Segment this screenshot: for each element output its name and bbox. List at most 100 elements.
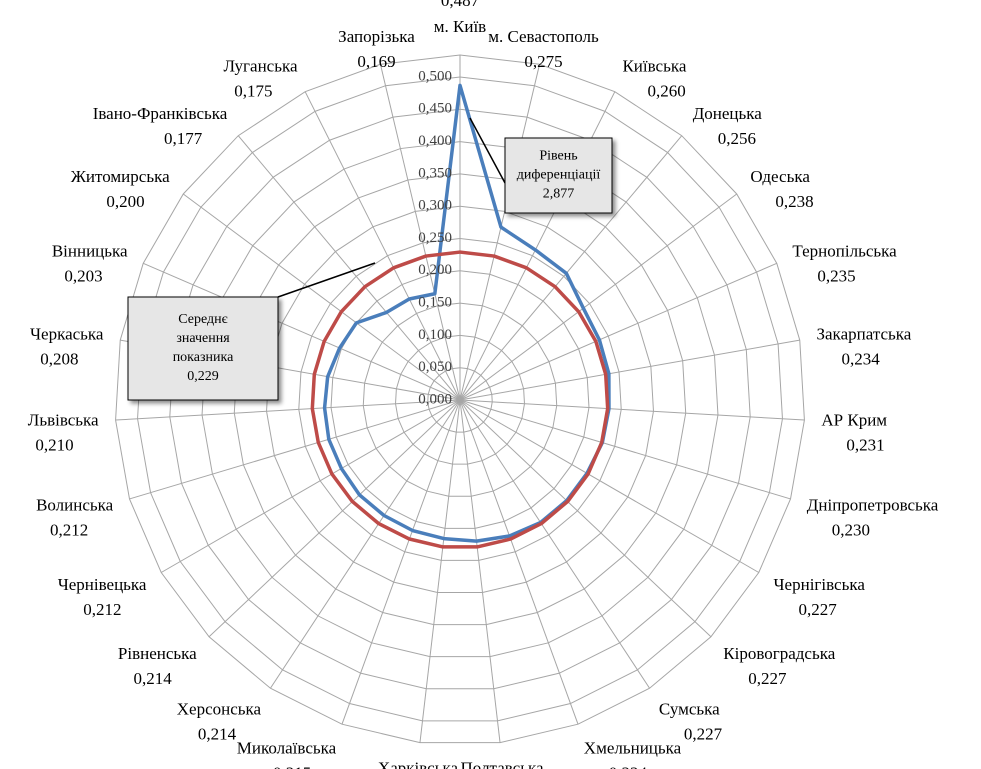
- category-label: Донецька: [693, 104, 763, 123]
- value-label: 0,177: [164, 129, 203, 148]
- callout-value: 0,229: [187, 369, 219, 384]
- category-label: Львівська: [28, 411, 99, 430]
- r-tick-label: 0,500: [418, 68, 452, 84]
- category-label: Полтавська: [461, 758, 544, 769]
- value-label: 0,256: [718, 129, 756, 148]
- value-label: 0,275: [524, 52, 562, 71]
- category-label: Кіровоградська: [723, 644, 835, 663]
- spoke: [459, 135, 683, 401]
- value-label: 0,235: [817, 267, 855, 286]
- category-label: Миколаївська: [237, 738, 337, 757]
- category-label: Чернівецька: [58, 575, 147, 594]
- category-label: Запорізька: [338, 27, 415, 46]
- category-label: АР Крим: [821, 411, 887, 430]
- callout-box: [127, 296, 279, 401]
- spoke: [459, 64, 541, 401]
- spoke: [459, 399, 501, 743]
- spoke: [459, 399, 712, 638]
- spoke: [143, 262, 461, 401]
- category-label: Житомирська: [71, 167, 170, 186]
- spoke: [115, 399, 461, 421]
- spoke: [459, 399, 760, 573]
- value-label: 0,169: [357, 52, 395, 71]
- callout-text: диференціації: [517, 168, 601, 183]
- spoke: [459, 399, 791, 500]
- spoke: [379, 64, 461, 401]
- value-label: 0,227: [748, 669, 787, 688]
- category-label: Сумська: [659, 700, 720, 719]
- r-tick-label: 0,050: [418, 359, 452, 375]
- r-tick-label: 0,450: [418, 101, 452, 117]
- value-label: 0,208: [40, 349, 78, 368]
- value-label: 0,227: [799, 600, 838, 619]
- grid-ring: [169, 108, 751, 690]
- callout-text: Рівень: [539, 149, 577, 164]
- value-label: 0,230: [832, 521, 870, 540]
- spoke: [208, 399, 461, 638]
- spoke: [182, 193, 461, 401]
- category-label: Херсонська: [177, 700, 262, 719]
- value-label: 0,214: [133, 669, 172, 688]
- category-label: Рівненська: [118, 644, 197, 663]
- value-label: 0,231: [846, 436, 884, 455]
- value-label: 0,260: [647, 81, 685, 100]
- value-label: 0,210: [35, 436, 73, 455]
- r-tick-label: 0,150: [418, 295, 452, 311]
- category-label: Вінницька: [52, 242, 128, 261]
- category-label: Одеська: [750, 167, 810, 186]
- r-tick-label: 0,350: [418, 165, 452, 181]
- series-line: [322, 83, 611, 543]
- category-label: Луганська: [223, 56, 298, 75]
- r-tick-label: 0,400: [418, 133, 452, 149]
- callout-box: [504, 137, 613, 214]
- value-label: 0,234: [842, 349, 881, 368]
- callout-text: Середнє: [178, 312, 227, 327]
- value-label: 0,238: [775, 192, 813, 211]
- spoke: [304, 91, 461, 401]
- value-label: 0,175: [234, 81, 272, 100]
- category-label: м. Севастополь: [488, 27, 599, 46]
- value-label: 0,200: [106, 192, 144, 211]
- spoke: [341, 399, 461, 725]
- category-label: Дніпропетровська: [807, 496, 939, 515]
- value-label: 0,487: [441, 0, 480, 10]
- grid-ring: [427, 367, 493, 433]
- category-label: Закарпатська: [817, 324, 912, 343]
- grid-ring: [362, 302, 558, 497]
- callout-text: показника: [173, 350, 234, 365]
- grid-ring: [395, 334, 525, 465]
- r-tick-label: 0,100: [418, 327, 452, 343]
- value-label: 0,212: [50, 521, 88, 540]
- spoke: [160, 399, 461, 573]
- callout-leader: [469, 117, 506, 184]
- spoke: [459, 262, 777, 401]
- spoke: [459, 399, 650, 689]
- category-label: Хмельницька: [584, 738, 682, 757]
- outer-ring: [115, 54, 805, 744]
- spoke: [459, 399, 805, 421]
- spoke: [129, 399, 461, 500]
- category-label: Івано-Франківська: [93, 104, 228, 123]
- r-tick-label: 0,300: [418, 198, 452, 214]
- spoke: [459, 399, 579, 725]
- grid-ring: [298, 237, 622, 561]
- category-label: Волинська: [36, 496, 114, 515]
- value-label: 0,214: [198, 725, 237, 744]
- value-label: 0,227: [684, 725, 723, 744]
- spoke: [237, 135, 461, 401]
- series-line: [310, 250, 610, 549]
- spoke: [419, 399, 461, 743]
- category-label: Черкаська: [30, 324, 104, 343]
- category-label: Київська: [622, 56, 686, 75]
- value-label: 0,203: [64, 267, 102, 286]
- r-tick-label: 0,200: [418, 262, 452, 278]
- category-label: Харківська: [378, 758, 459, 769]
- callout-text: значення: [176, 331, 230, 346]
- spoke: [459, 193, 738, 401]
- spoke: [459, 339, 800, 401]
- category-label: Тернопільська: [792, 242, 897, 261]
- value-label: 0,215: [273, 763, 311, 769]
- category-label: м. Київ: [434, 17, 486, 36]
- marks: [310, 83, 611, 549]
